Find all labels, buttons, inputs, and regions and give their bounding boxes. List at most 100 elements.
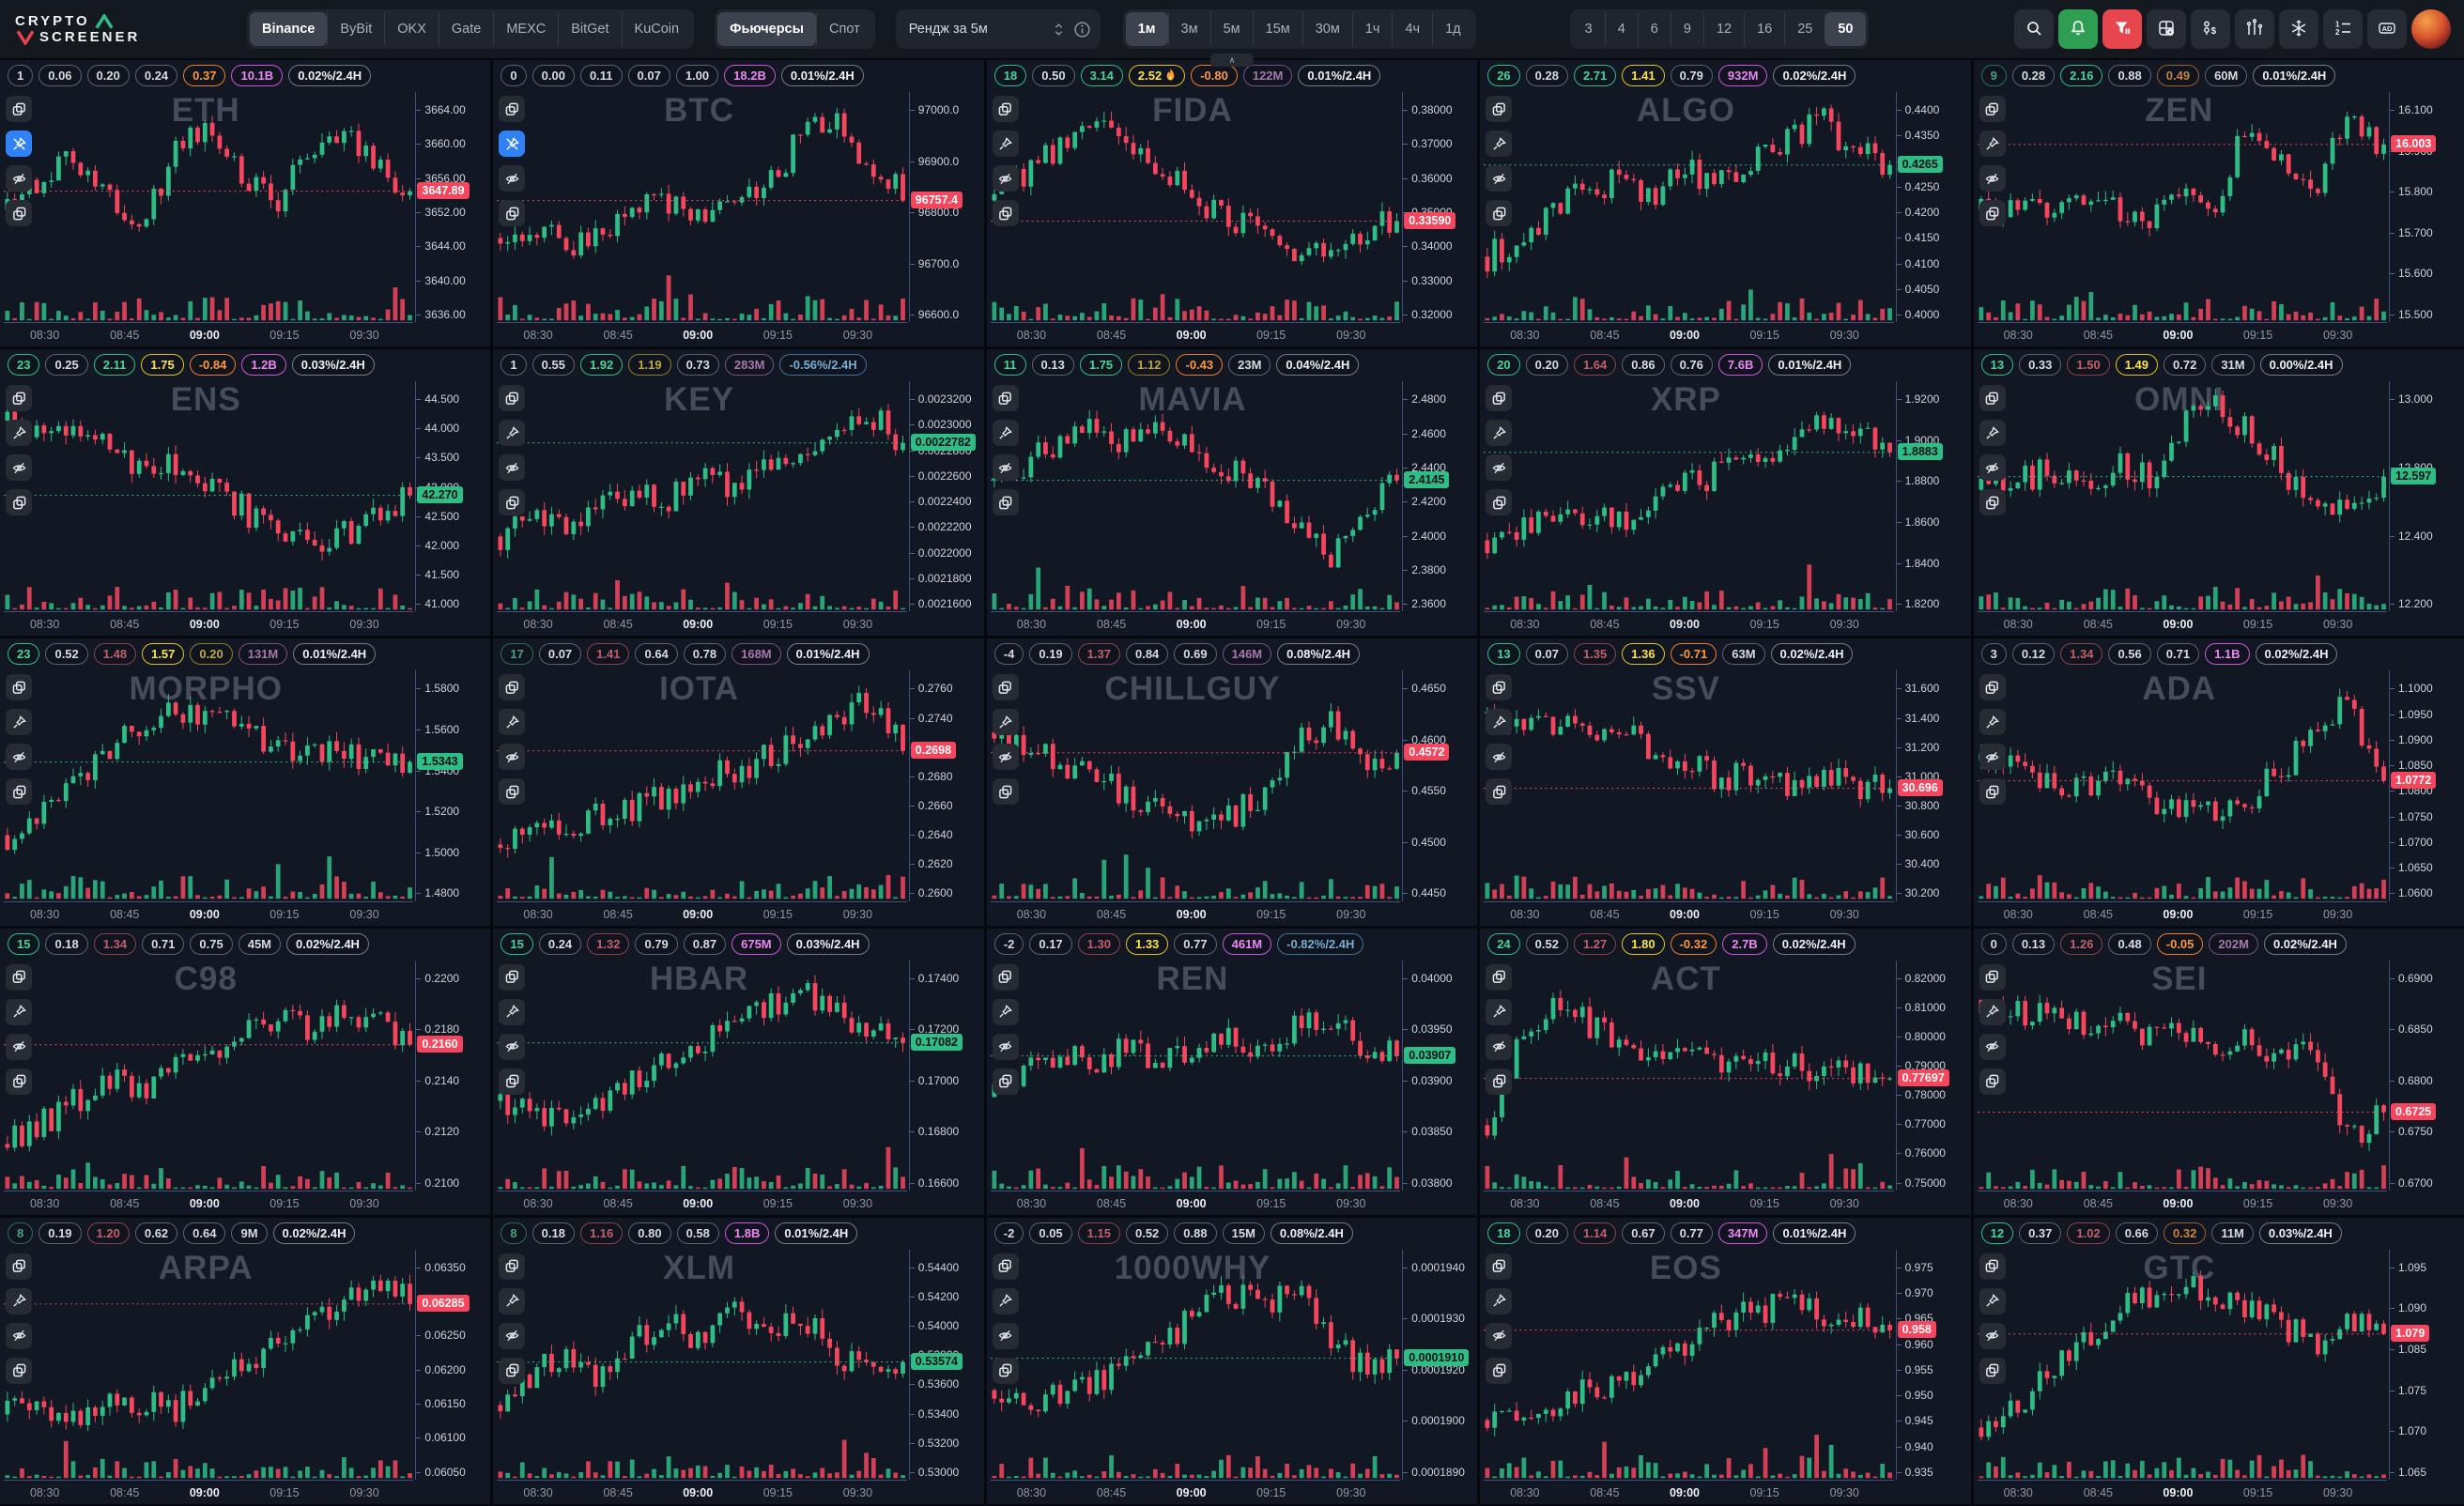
hide-button-ALGO[interactable] [1486, 165, 1513, 192]
exchange-tab-ByBit[interactable]: ByBit [327, 12, 384, 46]
pin-button-XLM[interactable] [499, 1287, 526, 1314]
pin-button-ENS[interactable] [6, 420, 32, 447]
copy-button-1000WHY[interactable] [992, 1252, 1019, 1280]
time-axis-ACT[interactable]: 08:30 08:45 09:00 09:15 09:30 [1484, 1190, 1894, 1215]
candlestick-chart-ZEN[interactable] [1977, 92, 2387, 322]
pin-button-GTC[interactable] [1979, 1287, 2006, 1314]
candlestick-chart-OMNI[interactable] [1977, 381, 2387, 611]
duplicate-button-C98[interactable] [6, 1068, 32, 1095]
time-axis-OMNI[interactable]: 08:30 08:45 09:00 09:15 09:30 [1977, 611, 2387, 636]
filter-button[interactable] [2102, 9, 2142, 49]
timeframe-tab-4ч[interactable]: 4ч [1392, 12, 1432, 46]
duplicate-button-ALGO[interactable] [1486, 200, 1513, 226]
price-axis-GTC[interactable]: 1.095 1.090 1.085 1.075 1.070 1.065 1.079 [2389, 1249, 2464, 1480]
candlestick-chart-ENS[interactable] [4, 381, 414, 611]
pin-button-1000WHY[interactable] [992, 1287, 1019, 1314]
hide-button-C98[interactable] [6, 1033, 32, 1060]
copy-button-KEY[interactable] [499, 385, 526, 412]
candlestick-chart-1000WHY[interactable] [990, 1250, 1401, 1480]
price-axis-SSV[interactable]: 31.600 31.400 31.200 31.000 30.800 30.600 30.4… [1895, 670, 1971, 901]
range-select[interactable]: Рендж за 5м [895, 9, 1101, 49]
alerts-button[interactable] [2058, 9, 2098, 49]
pin-button-OMNI[interactable] [1979, 420, 2006, 447]
candlestick-chart-ETH[interactable] [4, 92, 414, 322]
duplicate-button-XRP[interactable] [1486, 489, 1513, 516]
pin-button-MAVIA[interactable] [992, 420, 1019, 447]
grid-size-tab-9[interactable]: 9 [1670, 12, 1703, 46]
info-icon[interactable] [1073, 21, 1091, 38]
pin-button-ADA[interactable] [1979, 709, 2006, 736]
indicators-button[interactable] [2235, 9, 2274, 49]
hide-button-BTC[interactable] [499, 165, 526, 192]
pin-button-EOS[interactable] [1486, 1287, 1513, 1314]
duplicate-button-XLM[interactable] [499, 1357, 526, 1384]
copy-button-ACT[interactable] [1486, 963, 1513, 991]
candlestick-chart-MAVIA[interactable] [990, 381, 1401, 611]
duplicate-button-EOS[interactable] [1486, 1357, 1513, 1384]
hide-button-ENS[interactable] [6, 454, 32, 482]
grid-size-tab-16[interactable]: 16 [1744, 12, 1784, 46]
copy-button-ZEN[interactable] [1979, 96, 2006, 122]
price-axis-MAVIA[interactable]: 2.4800 2.4600 2.4400 2.4200 2.4000 2.3800 2.36… [1402, 381, 1477, 612]
duplicate-button-REN[interactable] [992, 1068, 1019, 1095]
copy-button-C98[interactable] [6, 963, 32, 991]
pin-button-IOTA[interactable] [499, 709, 526, 736]
copy-button-HBAR[interactable] [499, 963, 526, 991]
pin-button-ACT[interactable] [1486, 998, 1513, 1025]
hide-button-1000WHY[interactable] [992, 1322, 1019, 1349]
price-axis-HBAR[interactable]: 0.17400 0.17200 0.17000 0.16800 0.16600 0.170… [908, 960, 984, 1191]
copy-button-ETH[interactable] [6, 96, 32, 122]
pin-button-ALGO[interactable] [1486, 131, 1513, 157]
copy-button-ADA[interactable] [1979, 674, 2006, 701]
copy-button-XLM[interactable] [499, 1252, 526, 1280]
time-axis-ZEN[interactable]: 08:30 08:45 09:00 09:15 09:30 [1977, 322, 2387, 346]
hide-button-FIDA[interactable] [992, 165, 1019, 192]
duplicate-button-ACT[interactable] [1486, 1068, 1513, 1095]
layout-settings-button[interactable] [2147, 9, 2186, 49]
duplicate-button-ETH[interactable] [6, 200, 32, 226]
candlestick-chart-ARPA[interactable] [4, 1250, 414, 1480]
candlestick-chart-ADA[interactable] [1977, 670, 2387, 900]
price-axis-KEY[interactable]: 0.00232000.00230000.00228000.00226000.00… [908, 381, 984, 612]
candlestick-chart-HBAR[interactable] [497, 960, 907, 1191]
duplicate-button-ARPA[interactable] [6, 1357, 32, 1384]
candlestick-chart-KEY[interactable] [497, 381, 907, 611]
pin-button-ZEN[interactable] [1979, 131, 2006, 157]
grid-size-tab-4[interactable]: 4 [1604, 12, 1638, 46]
time-axis-XLM[interactable]: 08:30 08:45 09:00 09:15 09:30 [497, 1480, 907, 1504]
price-axis-BTC[interactable]: 97000.0 96900.0 96800.0 96700.0 96600.0 96757… [908, 92, 984, 323]
time-axis-HBAR[interactable]: 08:30 08:45 09:00 09:15 09:30 [497, 1190, 907, 1215]
time-axis-MAVIA[interactable]: 08:30 08:45 09:00 09:15 09:30 [990, 611, 1401, 636]
copy-button-MORPHO[interactable] [6, 674, 32, 701]
hide-button-CHILLGUY[interactable] [992, 744, 1019, 771]
candlestick-chart-CHILLGUY[interactable] [990, 670, 1401, 900]
duplicate-button-1000WHY[interactable] [992, 1357, 1019, 1384]
time-axis-FIDA[interactable]: 08:30 08:45 09:00 09:15 09:30 [990, 322, 1401, 346]
hide-button-EOS[interactable] [1486, 1322, 1513, 1349]
market-tab-Фьючерсы[interactable]: Фьючерсы [717, 12, 817, 46]
price-axis-ALGO[interactable]: 0.44000.43500.43000.42500.42000.41500.41… [1895, 92, 1971, 323]
pin-button-KEY[interactable] [499, 420, 526, 447]
pin-button-CHILLGUY[interactable] [992, 709, 1019, 736]
time-axis-ADA[interactable]: 08:30 08:45 09:00 09:15 09:30 [1977, 900, 2387, 926]
candlestick-chart-SSV[interactable] [1484, 670, 1894, 900]
hide-button-ETH[interactable] [6, 165, 32, 192]
duplicate-button-SEI[interactable] [1979, 1068, 2006, 1095]
timeframe-tab-30м[interactable]: 30м [1301, 12, 1352, 46]
price-axis-CHILLGUY[interactable]: 0.4650 0.4600 0.4550 0.4500 0.4450 0.4572 [1402, 670, 1477, 901]
grid-size-tab-25[interactable]: 25 [1784, 12, 1825, 46]
duplicate-button-ZEN[interactable] [1979, 200, 2006, 226]
price-axis-SEI[interactable]: 0.6900 0.6850 0.6800 0.6750 0.6700 0.6725 [2389, 960, 2464, 1191]
price-scale-button[interactable]: $ [2191, 9, 2230, 49]
hide-button-KEY[interactable] [499, 454, 526, 482]
time-axis-CHILLGUY[interactable]: 08:30 08:45 09:00 09:15 09:30 [990, 900, 1401, 926]
exchange-tab-BitGet[interactable]: BitGet [558, 12, 621, 46]
price-axis-C98[interactable]: 0.2200 0.2180 0.2140 0.2120 0.2100 0.2160 [415, 960, 490, 1191]
exchange-tab-OKX[interactable]: OKX [384, 12, 439, 46]
pin-button-SEI[interactable] [1979, 998, 2006, 1025]
price-axis-FIDA[interactable]: 0.380000.370000.360000.350000.340000.330… [1402, 92, 1477, 323]
candlestick-chart-ALGO[interactable] [1484, 92, 1894, 322]
hide-button-ACT[interactable] [1486, 1033, 1513, 1060]
collapse-topbar-button[interactable]: ∧ [1210, 54, 1254, 67]
